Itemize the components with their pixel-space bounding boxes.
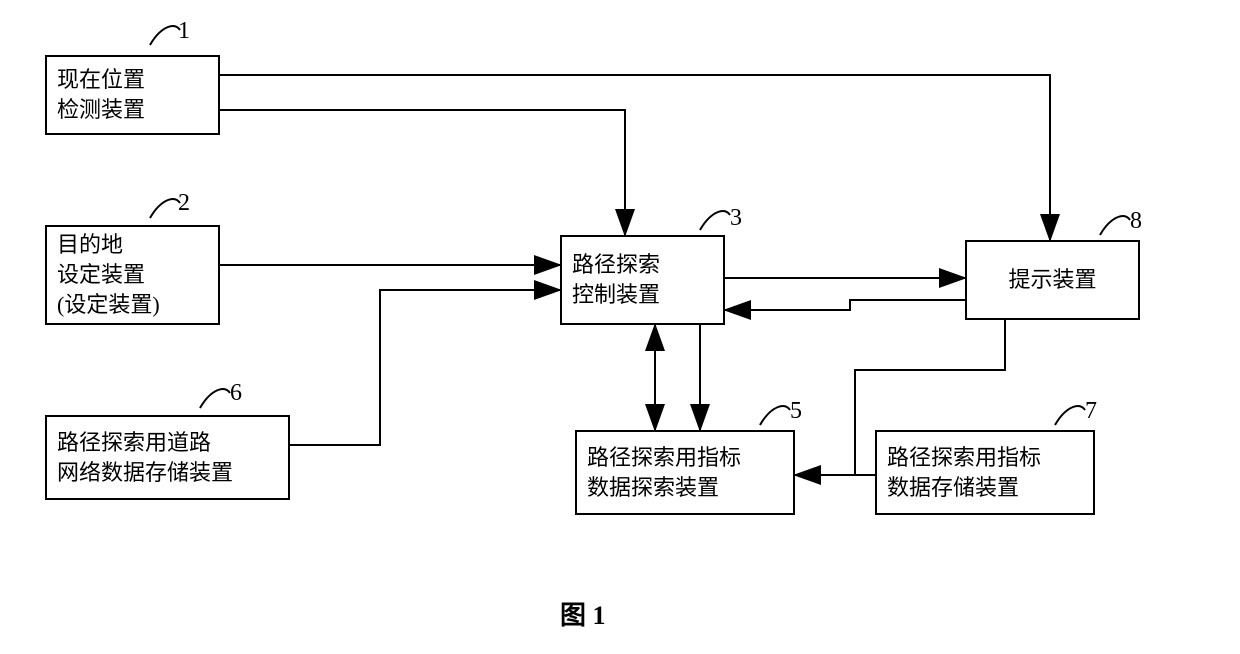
node-number-1: 1 [178, 18, 190, 45]
node-label: 路径探索用指标 数据探索装置 [587, 443, 741, 502]
figure-caption: 图 1 [560, 595, 606, 632]
node-label: 现在位置 检测装置 [57, 65, 145, 124]
node-number-3: 3 [730, 205, 742, 232]
node-number-7: 7 [1085, 398, 1097, 425]
node-road-network-storage: 路径探索用道路 网络数据存储装置 [45, 415, 290, 500]
node-label: 路径探索 控制装置 [572, 250, 660, 309]
node-index-data-search: 路径探索用指标 数据探索装置 [575, 430, 795, 515]
node-number-2: 2 [178, 190, 190, 217]
node-label: 路径探索用道路 网络数据存储装置 [57, 428, 233, 487]
node-label: 路径探索用指标 数据存储装置 [887, 443, 1041, 502]
node-label: 目的地 设定装置 (设定装置) [57, 230, 160, 319]
node-route-search-controller: 路径探索 控制装置 [560, 235, 725, 325]
label-squiggles [150, 26, 1130, 425]
node-presentation-device: 提示装置 [965, 240, 1140, 320]
node-number-5: 5 [790, 398, 802, 425]
diagram-canvas: 现在位置 检测装置 目的地 设定装置 (设定装置) 路径探索用道路 网络数据存储… [0, 0, 1240, 654]
node-label: 提示装置 [1008, 265, 1096, 295]
node-number-8: 8 [1130, 208, 1142, 235]
node-index-data-storage: 路径探索用指标 数据存储装置 [875, 430, 1095, 515]
node-number-6: 6 [230, 380, 242, 407]
node-destination-setter: 目的地 设定装置 (设定装置) [45, 225, 220, 325]
node-current-position-detector: 现在位置 检测装置 [45, 55, 220, 135]
